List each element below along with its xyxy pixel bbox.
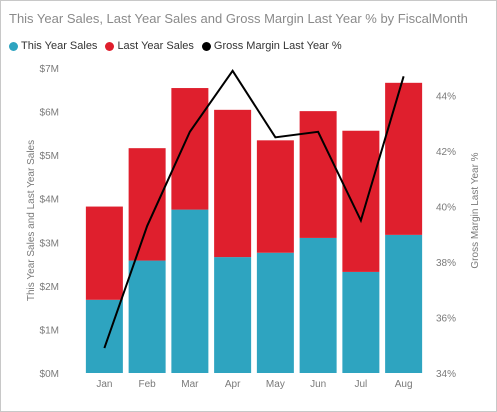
y2-tick-label: 40% [436, 203, 456, 214]
legend-item-gross-margin[interactable]: Gross Margin Last Year % [201, 40, 342, 52]
x-tick-label: Jun [310, 379, 326, 390]
legend-label-gross-margin: Gross Margin Last Year % [213, 40, 342, 52]
y2-tick-label: 42% [436, 147, 456, 158]
bar-this-year-sales-jul [342, 271, 380, 373]
y-tick-label: $2M [40, 282, 59, 293]
bar-last-year-sales-apr [214, 109, 252, 258]
legend-item-last-year-sales[interactable]: Last Year Sales [105, 40, 194, 52]
bar-last-year-sales-jul [342, 130, 380, 272]
x-tick-label: Aug [395, 379, 413, 390]
x-tick-label: Mar [181, 379, 199, 390]
y-axis-title: This Year Sales and Last Year Sales [26, 140, 37, 301]
y-tick-label: $3M [40, 238, 59, 249]
bar-this-year-sales-mar [171, 209, 209, 373]
y-tick-label: $6M [40, 108, 59, 119]
legend-marker-this-year-sales [9, 41, 18, 51]
legend-item-this-year-sales[interactable]: This Year Sales [9, 40, 97, 52]
bar-last-year-sales-may [256, 140, 294, 253]
bar-this-year-sales-may [256, 252, 294, 373]
y2-axis-title: Gross Margin Last Year % [470, 152, 481, 268]
y2-tick-label: 38% [436, 258, 456, 269]
x-tick-label: Feb [139, 379, 157, 390]
line-gross-margin-last-year [103, 68, 405, 349]
y-tick-label: $1M [40, 325, 59, 336]
bar-last-year-sales-jan [85, 206, 123, 300]
x-tick-label: Jul [354, 379, 367, 390]
chart-title: This Year Sales, Last Year Sales and Gro… [9, 11, 468, 26]
y-tick-label: $7M [40, 64, 59, 75]
bar-last-year-sales-feb [128, 148, 166, 261]
bar-last-year-sales-aug [385, 82, 423, 235]
legend-marker-gross-margin [201, 41, 211, 51]
y2-tick-label: 44% [436, 92, 456, 103]
x-tick-label: Jan [96, 379, 112, 390]
y-tick-label: $0M [40, 369, 59, 380]
y2-tick-label: 34% [436, 369, 456, 380]
legend-label-this-year-sales: This Year Sales [21, 40, 98, 52]
x-tick-label: Apr [225, 379, 241, 390]
y-tick-label: $5M [40, 151, 59, 162]
bar-last-year-sales-jun [299, 111, 337, 238]
legend-label-last-year-sales: Last Year Sales [117, 40, 194, 52]
legend-marker-last-year-sales [105, 41, 115, 51]
bar-this-year-sales-aug [385, 234, 423, 373]
y-tick-label: $4M [40, 195, 59, 206]
y2-tick-label: 36% [436, 314, 456, 325]
chart-legend: This Year Sales Last Year Sales Gross Ma… [9, 40, 342, 52]
x-tick-label: May [266, 379, 285, 390]
bar-this-year-sales-apr [214, 257, 252, 373]
bar-last-year-sales-mar [171, 88, 209, 210]
bar-this-year-sales-feb [128, 260, 166, 373]
bar-this-year-sales-jun [299, 237, 337, 373]
